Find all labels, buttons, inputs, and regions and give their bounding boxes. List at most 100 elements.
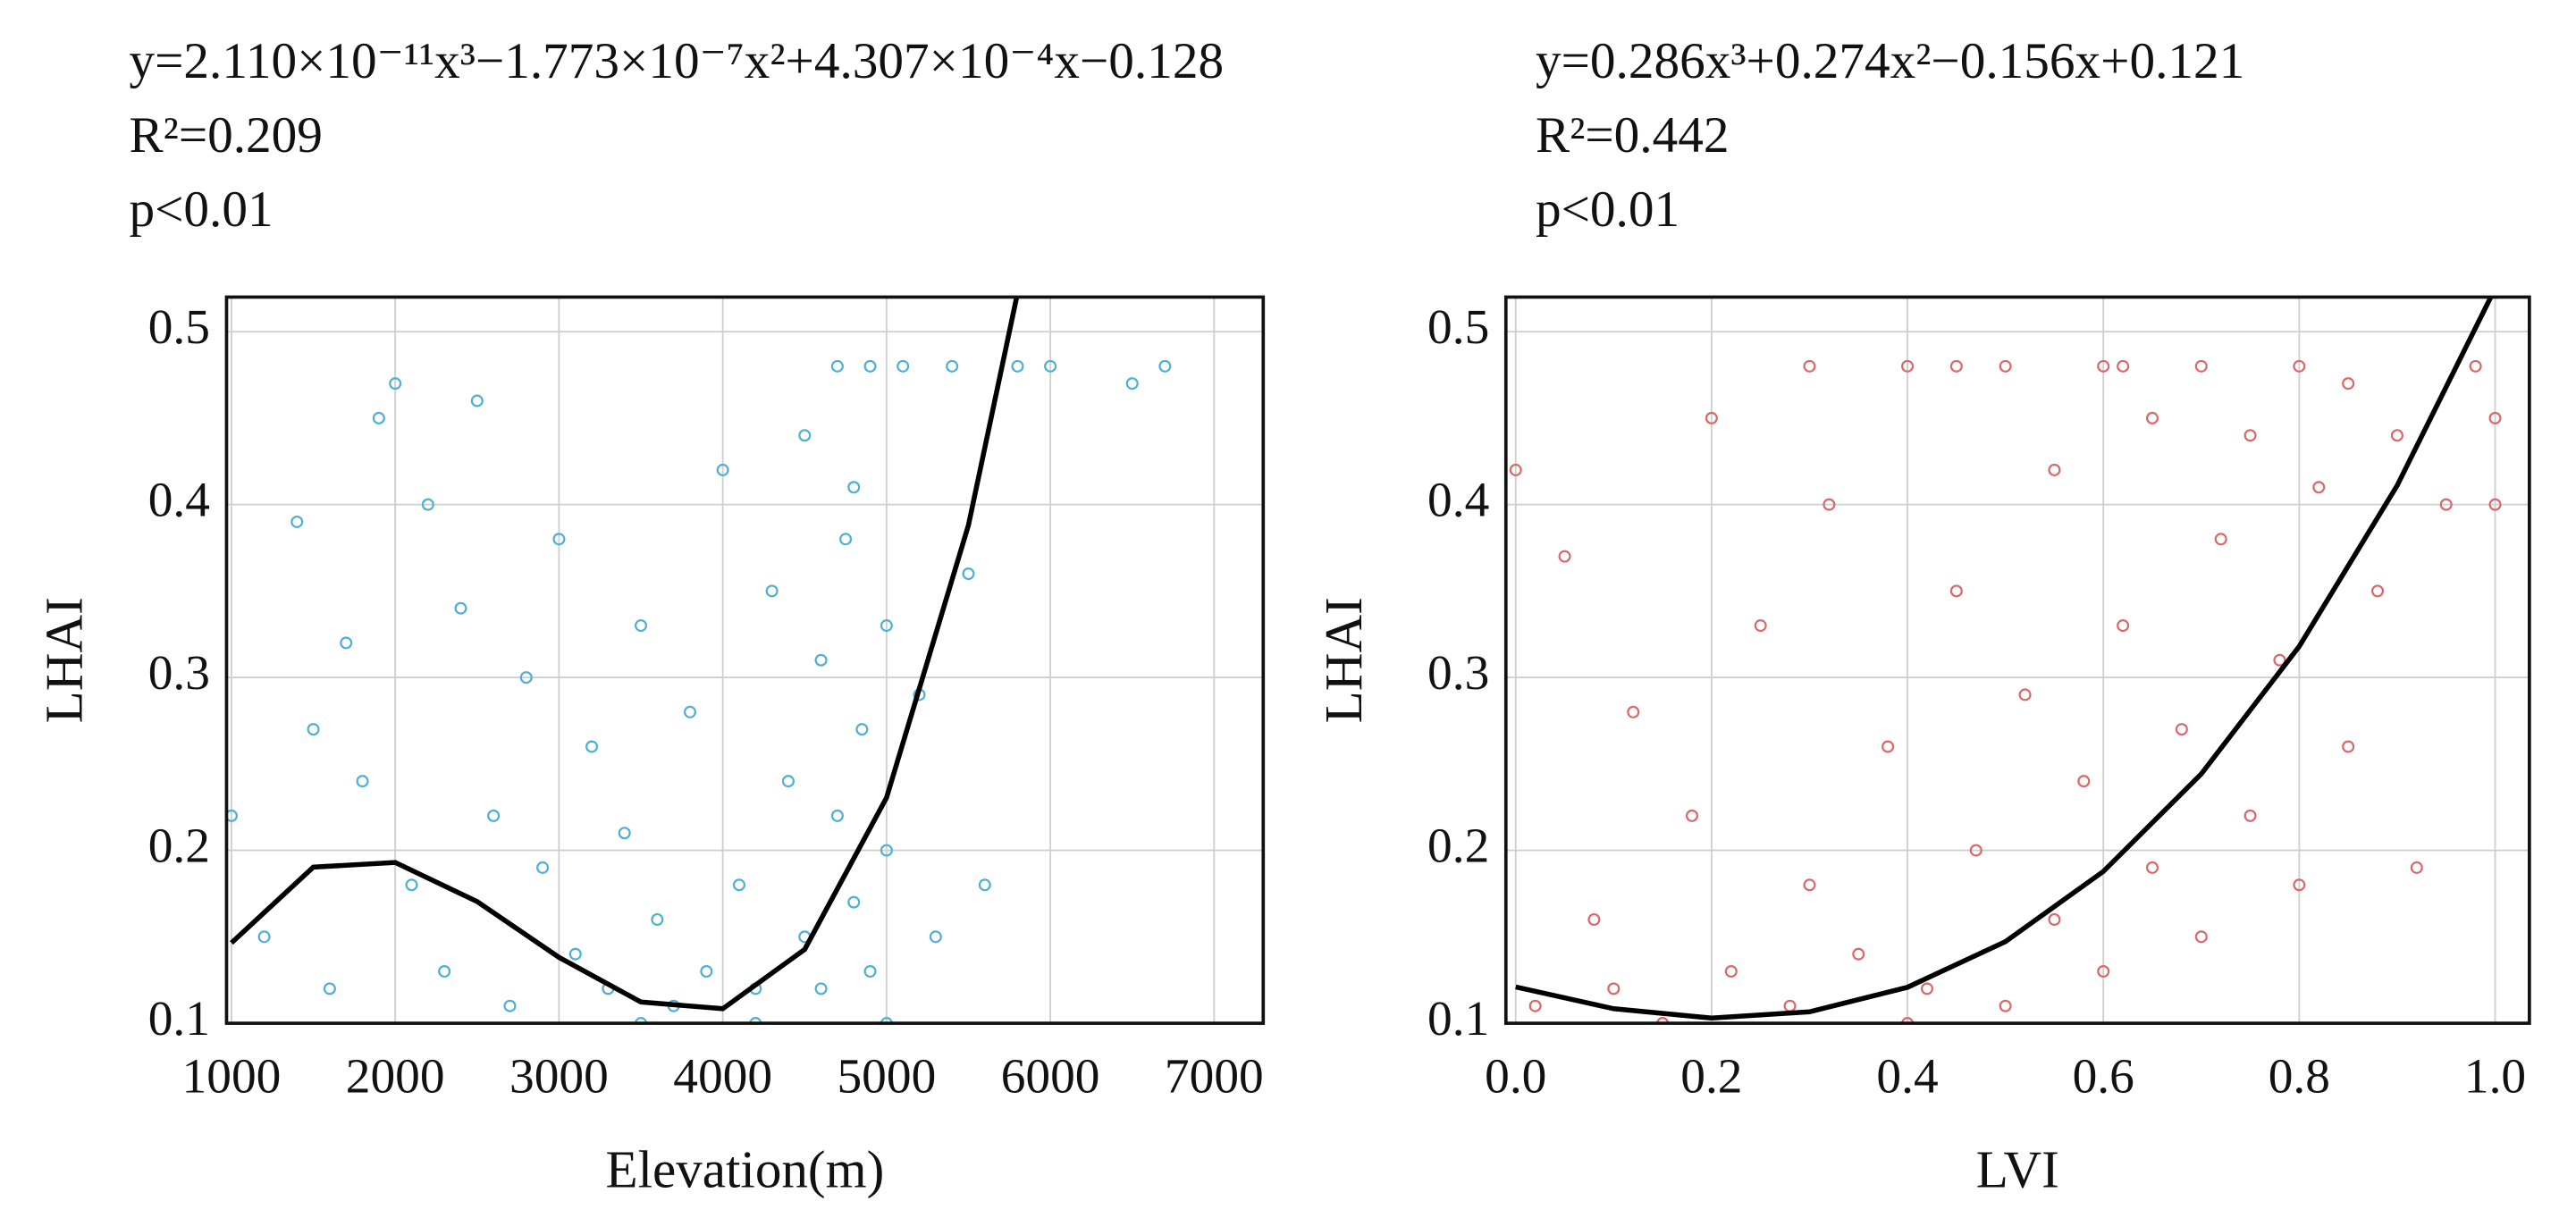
scatter-point xyxy=(2097,965,2110,979)
scatter-point xyxy=(1607,982,1621,995)
scatter-point xyxy=(855,723,869,736)
scatter-point xyxy=(307,723,320,736)
y-tick-label: 0.4 xyxy=(148,472,210,526)
x-tick-label: 1.0 xyxy=(2464,1048,2526,1103)
scatter-point xyxy=(2390,429,2403,442)
scatter-point xyxy=(1158,359,1172,373)
scatter-point xyxy=(839,533,853,546)
x-axis-label: Elevation(m) xyxy=(605,1140,884,1199)
x-tick-label: 0.8 xyxy=(2269,1048,2330,1103)
scatter-point xyxy=(765,584,779,598)
annotation: y=0.286x³+0.274x²−0.156x+0.121 xyxy=(1536,33,2244,89)
scatter-point xyxy=(929,930,942,944)
scatter-point xyxy=(2469,359,2482,373)
scatter-point xyxy=(1125,377,1139,391)
plot-frame xyxy=(224,295,1266,1025)
scatter-point xyxy=(716,463,729,476)
scatter-point xyxy=(814,653,828,667)
x-tick-label: 0.4 xyxy=(1876,1048,1938,1103)
scatter-point xyxy=(1969,844,1983,857)
x-tick-label: 5000 xyxy=(837,1048,936,1103)
scatter-point xyxy=(552,533,566,546)
scatter-point xyxy=(2117,359,2130,373)
scatter-point xyxy=(781,775,795,788)
scatter-point xyxy=(2342,377,2355,391)
y-tick-label: 0.1 xyxy=(1427,991,1489,1046)
scatter-point xyxy=(2488,498,2502,511)
scatter-point xyxy=(2194,359,2208,373)
scatter-point xyxy=(863,965,877,979)
scatter-point xyxy=(1949,584,1963,598)
scatter-point xyxy=(1783,999,1797,1012)
annotation: p<0.01 xyxy=(129,181,273,238)
scatter-point xyxy=(323,982,336,995)
scatter-point xyxy=(1627,705,1640,718)
scatter-point xyxy=(847,895,861,909)
x-tick-label: 4000 xyxy=(673,1048,772,1103)
scatter-point xyxy=(2097,359,2110,373)
scatter-point xyxy=(2175,723,2188,736)
scatter-point xyxy=(1044,359,1057,373)
scatter-point xyxy=(438,965,451,979)
scatter-point xyxy=(847,481,861,494)
scatter-point xyxy=(700,965,713,979)
scatter-point xyxy=(2293,878,2306,892)
scatter-point xyxy=(257,930,271,944)
panel: y=0.286x³+0.274x²−0.156x+0.121 R²=0.442 p<… xyxy=(1314,33,2531,1199)
scatter-point xyxy=(651,912,664,926)
scatter-point xyxy=(2370,584,2385,598)
scatter-point xyxy=(356,775,369,788)
scatter-point xyxy=(1705,411,1718,424)
scatter-point xyxy=(2342,740,2355,753)
scatter-point xyxy=(1920,982,1933,995)
y-tick-label: 0.4 xyxy=(1427,472,1489,526)
scatter-point xyxy=(1881,740,1895,753)
scatter-point xyxy=(1999,999,2012,1012)
y-axis-label: LHAI xyxy=(1314,597,1373,723)
fit-curve xyxy=(1515,297,2494,1021)
scatter-point xyxy=(2117,619,2130,633)
scatter-point xyxy=(2077,775,2091,788)
scatter-point xyxy=(618,827,631,840)
y-tick-label: 0.2 xyxy=(148,818,210,872)
scatter-point xyxy=(1949,359,1963,373)
scatter-point xyxy=(1509,463,1522,476)
x-tick-label: 0.2 xyxy=(1680,1048,1742,1103)
scatter-point xyxy=(2145,861,2159,874)
scatter-point xyxy=(732,878,745,892)
plot-area xyxy=(1509,297,2502,1024)
scatter-point xyxy=(897,359,910,373)
scatter-point xyxy=(1528,999,1542,1012)
scatter-point xyxy=(2214,533,2227,546)
scatter-point xyxy=(1901,359,1915,373)
scatter-point xyxy=(519,671,533,685)
scatter-point xyxy=(2312,481,2326,494)
scatter-point xyxy=(2194,930,2208,944)
scatter-point xyxy=(2145,411,2159,424)
annotation: y=2.110×10⁻¹¹x³−1.773×10⁻⁷x²+4.307×10⁻⁴x… xyxy=(129,33,1224,89)
plot-frame xyxy=(1503,295,2531,1025)
scatter-point xyxy=(389,377,402,391)
scatter-point xyxy=(946,359,959,373)
scatter-point xyxy=(226,809,238,822)
scatter-point xyxy=(2410,861,2423,874)
scatter-point xyxy=(830,359,844,373)
scatter-point xyxy=(470,394,484,407)
panel: y=2.110×10⁻¹¹x³−1.773×10⁻⁷x²+4.307×10⁻⁴x… xyxy=(35,33,1266,1199)
scatter-point xyxy=(962,567,975,581)
y-tick-label: 0.3 xyxy=(148,645,210,700)
x-axis-label: LVI xyxy=(1976,1140,2059,1199)
x-tick-label: 2000 xyxy=(346,1048,445,1103)
scatter-point xyxy=(2273,653,2286,667)
scatter-point xyxy=(536,861,550,874)
scatter-point xyxy=(421,498,434,511)
scatter-point xyxy=(2243,809,2257,822)
scatter-point xyxy=(1685,809,1699,822)
x-tick-label: 0.0 xyxy=(1485,1048,1546,1103)
y-tick-label: 0.3 xyxy=(1427,645,1489,700)
scatter-point xyxy=(683,705,697,718)
scatter-point xyxy=(978,878,991,892)
y-tick-label: 0.1 xyxy=(148,991,210,1046)
scatter-point xyxy=(405,878,418,892)
